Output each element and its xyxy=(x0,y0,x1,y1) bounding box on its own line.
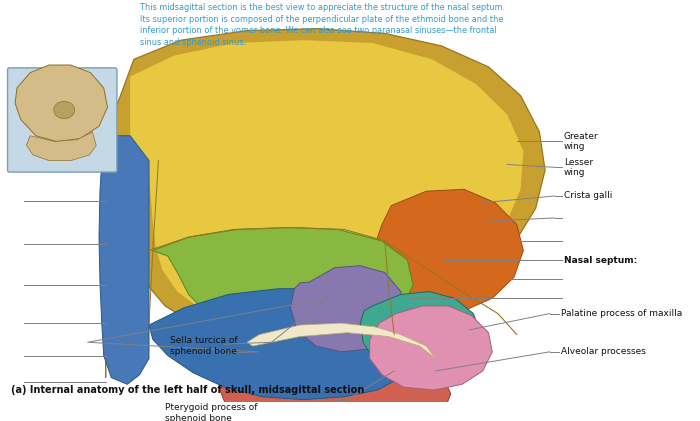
Text: Greater
wing: Greater wing xyxy=(564,132,598,151)
FancyBboxPatch shape xyxy=(8,68,117,172)
Text: Palatine process of maxilla: Palatine process of maxilla xyxy=(561,309,682,318)
Text: Crista galli: Crista galli xyxy=(564,192,612,200)
Polygon shape xyxy=(360,292,481,378)
Text: Pterygoid process of
sphenoid bone: Pterygoid process of sphenoid bone xyxy=(165,403,258,421)
Polygon shape xyxy=(102,29,545,378)
Polygon shape xyxy=(130,40,524,330)
Text: Nasal septum:: Nasal septum: xyxy=(564,256,637,264)
Polygon shape xyxy=(247,323,435,359)
Polygon shape xyxy=(290,266,404,352)
Polygon shape xyxy=(149,289,413,400)
Polygon shape xyxy=(153,227,413,346)
Text: Lesser
wing: Lesser wing xyxy=(564,157,593,177)
Text: Alveolar processes: Alveolar processes xyxy=(561,347,646,356)
Ellipse shape xyxy=(54,101,74,119)
Text: (a) Internal anatomy of the left half of skull, midsagittal section: (a) Internal anatomy of the left half of… xyxy=(11,385,365,395)
Polygon shape xyxy=(219,340,451,421)
Polygon shape xyxy=(375,189,524,314)
Polygon shape xyxy=(27,132,96,160)
Polygon shape xyxy=(15,65,108,141)
Polygon shape xyxy=(99,136,149,384)
Text: This midsagittal section is the best view to appreciate the structure of the nas: This midsagittal section is the best vie… xyxy=(139,3,505,47)
Text: Sella turcica of
sphenoid bone: Sella turcica of sphenoid bone xyxy=(169,336,237,356)
Polygon shape xyxy=(370,306,492,390)
